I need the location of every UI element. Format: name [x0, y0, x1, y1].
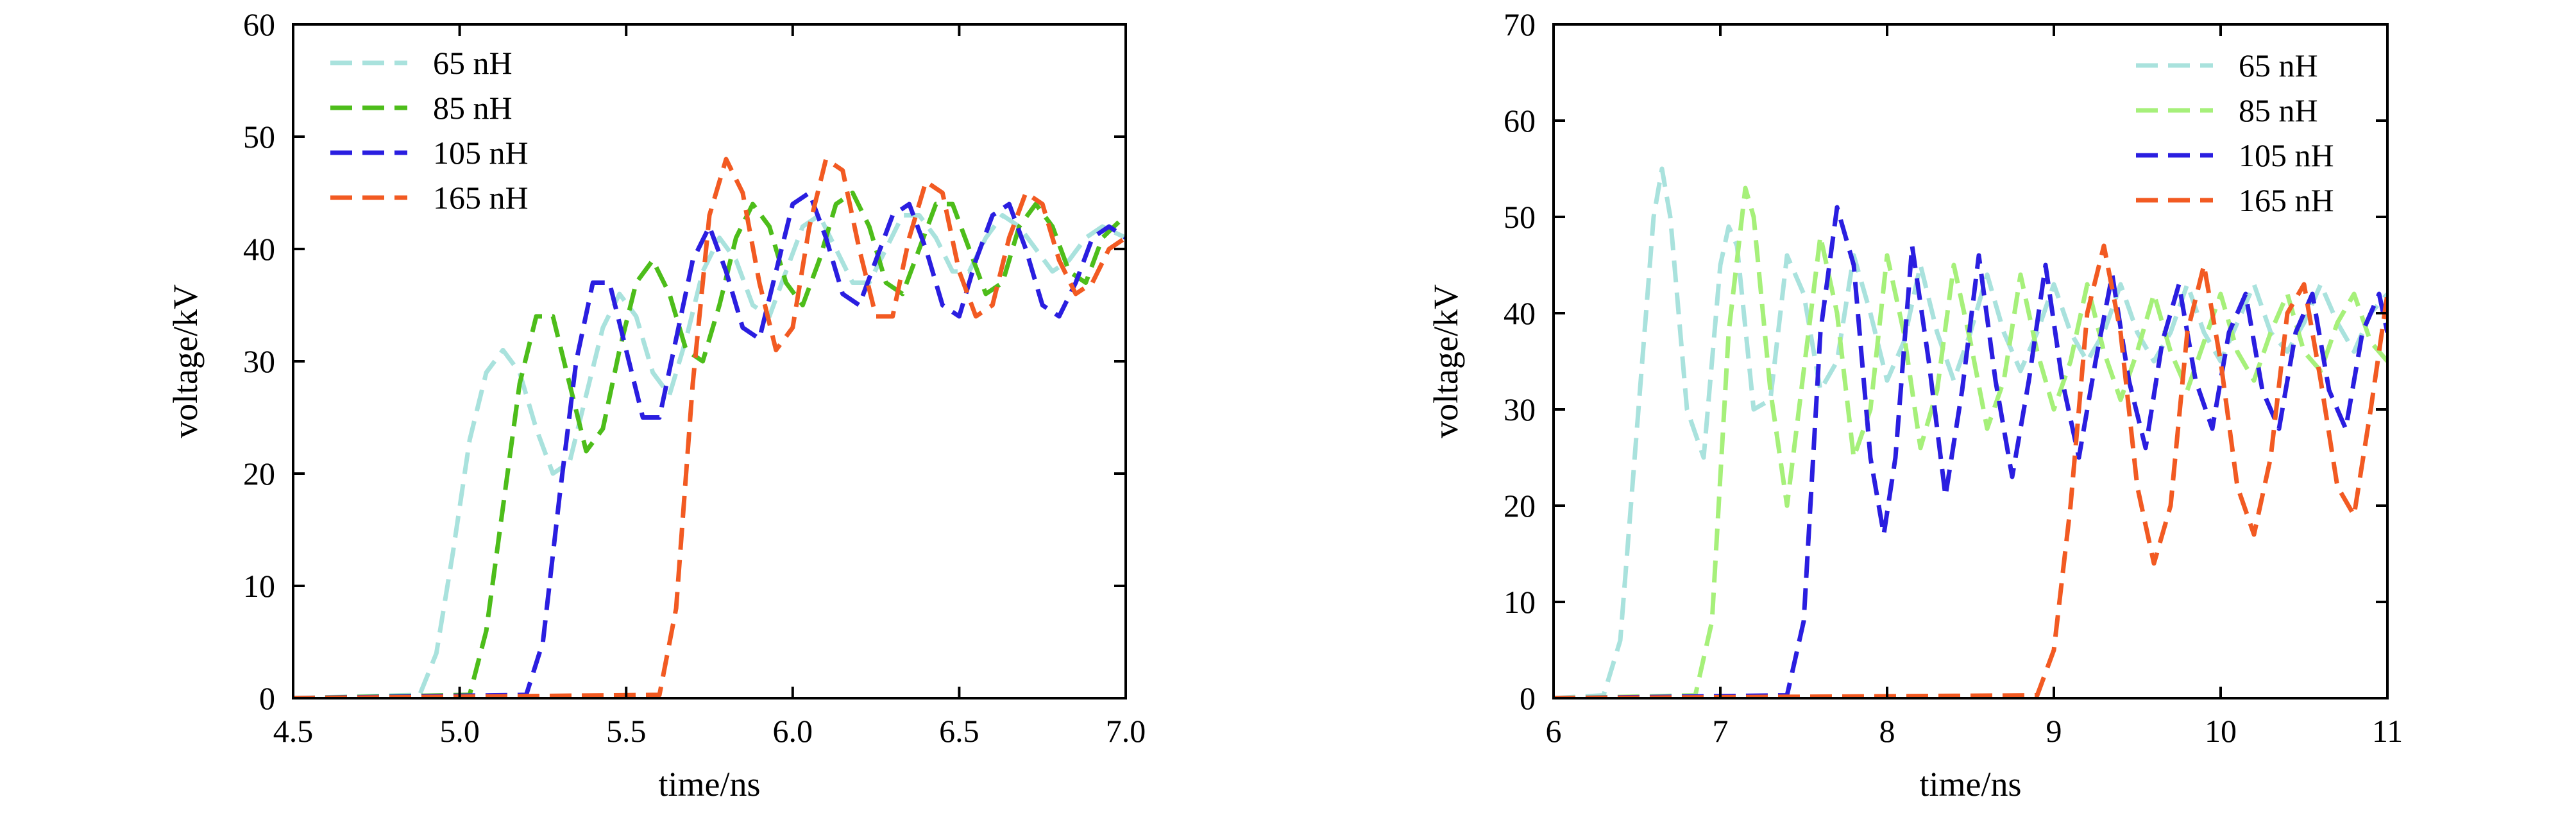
y-tick-label: 20 [243, 456, 275, 492]
y-tick-label: 30 [243, 343, 275, 379]
legend-label: 105 nH [433, 135, 529, 171]
legend-label: 85 nH [433, 90, 513, 126]
y-tick-label: 0 [1520, 680, 1536, 716]
y-tick-label: 0 [259, 680, 275, 716]
series-group [1554, 166, 2387, 698]
x-tick-label: 7.0 [1106, 713, 1146, 749]
y-tick-label: 30 [1504, 391, 1536, 427]
y-tick-label: 10 [243, 568, 275, 604]
x-tick-label: 6 [1546, 713, 1562, 749]
x-tick-label: 7 [1713, 713, 1729, 749]
series-line-105-nh [293, 191, 1126, 698]
y-tick-label: 50 [1504, 199, 1536, 235]
y-axis-label: voltage/kV [166, 284, 205, 438]
series-line-65-nh [1554, 166, 2387, 698]
series-line-165-nh [293, 157, 1126, 698]
x-tick-label: 8 [1879, 713, 1895, 749]
x-tick-label: 4.5 [273, 713, 314, 749]
y-tick-label: 50 [243, 119, 275, 155]
series-line-65-nh [293, 213, 1126, 698]
y-tick-label: 40 [1504, 295, 1536, 331]
x-tick-label: 11 [2372, 713, 2403, 749]
series-line-165-nh [1554, 243, 2387, 698]
x-tick-label: 6.0 [773, 713, 813, 749]
x-tick-label: 6.5 [939, 713, 979, 749]
series-line-105-nh [1554, 205, 2387, 698]
series-line-85-nh [293, 191, 1126, 698]
legend-label: 105 nH [2239, 137, 2334, 173]
x-tick-label: 9 [2046, 713, 2062, 749]
y-tick-label: 40 [243, 231, 275, 267]
y-tick-label: 20 [1504, 488, 1536, 524]
x-axis-label: time/ns [659, 765, 761, 803]
legend: 65 nH 85 nH 105 nH 165 nH [330, 45, 529, 216]
y-tick-label: 60 [243, 6, 275, 42]
y-tick-label: 60 [1504, 103, 1536, 139]
series-group [293, 157, 1126, 698]
x-tick-label: 5.5 [606, 713, 647, 749]
y-tick-label: 10 [1504, 584, 1536, 620]
legend-label: 65 nH [2239, 47, 2318, 83]
y-tick-label: 70 [1504, 6, 1536, 42]
plot-frame [292, 23, 1127, 699]
legend-label: 85 nH [2239, 92, 2318, 128]
chart-2: 6 7 8 9 10 11 0 10 20 30 40 50 60 70 time/ns voltage/kV… [1427, 6, 2403, 803]
legend-label: 165 nH [2239, 182, 2334, 218]
chart-1: 4.5 5.0 5.5 6.0 6.5 7.0 0 10 20 30 40 50 60 time/ns vo… [166, 6, 1146, 803]
series-line-85-nh [1554, 185, 2387, 698]
x-tick-label: 10 [2205, 713, 2237, 749]
legend-label: 165 nH [433, 180, 529, 216]
plot-frame [1552, 23, 2389, 699]
x-tick-label: 5.0 [439, 713, 480, 749]
x-axis-label: time/ns [1920, 765, 2022, 803]
y-axis-label: voltage/kV [1427, 284, 1465, 438]
legend: 65 nH 85 nH 105 nH 165 nH [2136, 47, 2334, 218]
legend-label: 65 nH [433, 45, 513, 81]
